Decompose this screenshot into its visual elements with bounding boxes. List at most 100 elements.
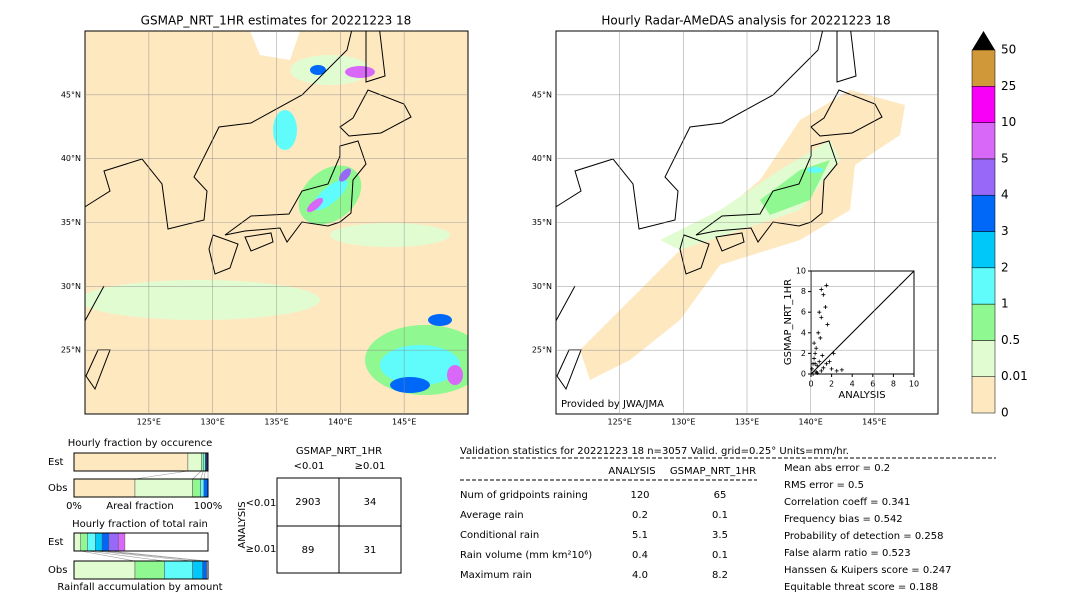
scatter-point bbox=[815, 370, 820, 375]
cont-cell: 31 bbox=[364, 545, 377, 556]
connector bbox=[95, 550, 193, 562]
colorbar-segment bbox=[971, 303, 996, 341]
y-tick-label: 25°N bbox=[61, 346, 81, 355]
x-tick-label: 135°E bbox=[264, 418, 288, 427]
colorbar-label: 1 bbox=[1001, 297, 1009, 311]
bar-frame bbox=[73, 560, 209, 580]
colorbar-segment bbox=[971, 194, 996, 232]
connector bbox=[102, 550, 203, 562]
y-tick-label: 4 bbox=[801, 328, 806, 337]
cont-title: GSMAP_NRT_1HR bbox=[296, 446, 382, 457]
bar-frame bbox=[73, 452, 209, 472]
val-cell: 120 bbox=[630, 490, 649, 501]
x-tick-label: 140°E bbox=[328, 418, 352, 427]
y-tick-label: 40°N bbox=[532, 154, 552, 163]
val-cell: 8.2 bbox=[712, 570, 728, 581]
colorbar-segment bbox=[971, 231, 996, 269]
scatter-point bbox=[839, 367, 844, 372]
credit: Provided by JWA/JMA bbox=[561, 399, 664, 410]
bar-segment bbox=[187, 452, 202, 472]
row-label: Est bbox=[48, 457, 64, 468]
score: Correlation coeff = 0.341 bbox=[784, 497, 910, 508]
val-cell: 3.5 bbox=[712, 530, 728, 541]
cont-row-title: ANALYSIS bbox=[237, 501, 248, 548]
colorbar-segment bbox=[971, 376, 996, 414]
score: Mean abs error = 0.2 bbox=[784, 463, 890, 474]
bar-segment bbox=[200, 478, 205, 498]
bar-segment bbox=[164, 560, 193, 580]
cont-cell: 2903 bbox=[295, 497, 320, 508]
x-tick-label: 135°E bbox=[735, 418, 759, 427]
x-tick-label: 6 bbox=[870, 380, 875, 389]
scatter-point bbox=[817, 310, 822, 315]
val-cell: 0.4 bbox=[632, 550, 648, 561]
x-tick-label: 145°E bbox=[862, 418, 886, 427]
bar-segment bbox=[95, 532, 103, 552]
right-map-title: Hourly Radar-AMeDAS analysis for 2022122… bbox=[601, 14, 890, 28]
val-title: Validation statistics for 20221223 18 n=… bbox=[460, 446, 849, 457]
left-map bbox=[85, 31, 468, 414]
connector bbox=[192, 470, 202, 480]
y-tick-label: 30°N bbox=[532, 282, 552, 291]
y-tick-label: 40°N bbox=[61, 154, 81, 163]
colorbar-label: 50 bbox=[1001, 43, 1016, 57]
cont-row: <0.01 bbox=[246, 498, 277, 509]
x-tick-label: 125°E bbox=[608, 418, 632, 427]
scatter-point bbox=[810, 366, 815, 371]
scatter-point bbox=[817, 359, 822, 364]
val-col: ANALYSIS bbox=[608, 466, 655, 477]
val-col: GSMAP_NRT_1HR bbox=[670, 466, 756, 477]
scatter-point bbox=[820, 353, 825, 358]
colorbar-label: 2 bbox=[1001, 260, 1009, 274]
row-label: Obs bbox=[48, 483, 67, 494]
scatter-point bbox=[812, 356, 817, 361]
bar-segment bbox=[73, 478, 136, 498]
scatter-point bbox=[829, 366, 834, 371]
scatter-point bbox=[824, 283, 829, 288]
left-map-title: GSMAP_NRT_1HR estimates for 20221223 18 bbox=[141, 14, 412, 28]
colorbar-segment bbox=[971, 267, 996, 305]
x-tick-label: 8 bbox=[891, 380, 896, 389]
y-tick-label: 25°N bbox=[532, 346, 552, 355]
colorbar-extend bbox=[972, 31, 995, 50]
colorbar-label: 0.5 bbox=[1001, 333, 1020, 347]
scatter-point bbox=[824, 361, 829, 366]
row-label: Est bbox=[48, 537, 64, 548]
scatter-point bbox=[827, 359, 832, 364]
scatter-point bbox=[834, 368, 839, 373]
bar-segment bbox=[192, 560, 203, 580]
scatter-point bbox=[825, 322, 830, 327]
x-tick-label: 0% bbox=[66, 501, 82, 512]
score: False alarm ratio = 0.523 bbox=[784, 548, 911, 559]
scatter-point bbox=[818, 335, 823, 340]
scatter-xlabel: ANALYSIS bbox=[838, 390, 885, 401]
val-cell: 0.1 bbox=[712, 510, 728, 521]
occ-xlabel: Areal fraction bbox=[106, 501, 173, 512]
bar-segment bbox=[203, 452, 206, 472]
colorbar-label: 0 bbox=[1001, 406, 1009, 420]
scatter-point bbox=[831, 351, 836, 356]
scatter-point bbox=[819, 287, 824, 292]
bar-segment bbox=[80, 532, 88, 552]
cont-cell: 34 bbox=[364, 497, 377, 508]
scatter-point bbox=[819, 315, 824, 320]
row-label: Obs bbox=[48, 565, 67, 576]
x-tick-label: 130°E bbox=[201, 418, 225, 427]
scatter-point bbox=[816, 330, 821, 335]
score: Equitable threat score = 0.188 bbox=[784, 582, 938, 593]
y-tick-label: 45°N bbox=[61, 90, 81, 99]
colorbar-label: 4 bbox=[1001, 188, 1009, 202]
occ-title: Hourly fraction by occurence bbox=[68, 438, 212, 449]
bar-segment bbox=[101, 532, 110, 552]
colorbar-segment bbox=[971, 340, 996, 377]
connector bbox=[80, 550, 136, 562]
score: RMS error = 0.5 bbox=[784, 480, 864, 491]
connector bbox=[134, 470, 188, 480]
colorbar-label: 5 bbox=[1001, 151, 1009, 165]
bar-segment bbox=[203, 478, 209, 498]
scatter-point bbox=[813, 351, 818, 356]
contingency: GSMAP_NRT_1HR <0.01 ≥0.01 ANALYSIS <0.01… bbox=[237, 446, 402, 574]
bar-segment bbox=[108, 532, 119, 552]
cont-col: <0.01 bbox=[294, 461, 325, 472]
